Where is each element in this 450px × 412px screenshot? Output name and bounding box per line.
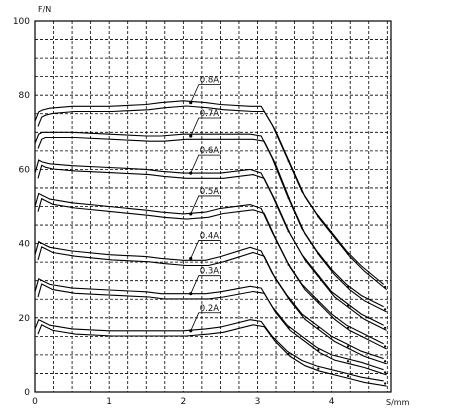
curve-marker	[346, 360, 350, 363]
curve-marker	[384, 326, 387, 329]
series-0.6A	[34, 159, 387, 331]
label-anchor-dot	[189, 329, 193, 333]
curve-marker	[384, 285, 387, 289]
series-0.4A	[34, 240, 387, 365]
curve-lower	[37, 136, 387, 313]
label-leader	[190, 154, 221, 174]
x-tick-label: 4	[329, 397, 335, 407]
curve-label-0.3A: 0.3A	[189, 267, 221, 296]
curve-marker	[384, 308, 387, 311]
curve-marker	[346, 304, 350, 307]
curve-label-text: 0.7A	[200, 109, 220, 119]
curve-label-text: 0.5A	[200, 187, 220, 197]
curve-marker	[287, 230, 290, 233]
curve-marker	[384, 345, 387, 348]
curve-marker	[287, 326, 290, 329]
curve-marker	[287, 352, 290, 355]
curve-marker	[287, 297, 290, 300]
curve-marker	[384, 371, 387, 374]
series-0.2A	[34, 318, 387, 387]
x-tick-label: 1	[106, 397, 112, 407]
label-leader	[190, 240, 221, 259]
curve-label-0.7A: 0.7A	[189, 109, 221, 138]
curve-marker	[317, 349, 320, 352]
curve-marker	[346, 252, 350, 255]
curve-marker	[384, 382, 387, 385]
curve-marker	[317, 274, 320, 277]
label-leader	[190, 312, 221, 331]
curve-label-text: 0.4A	[200, 231, 220, 241]
curve-lower	[37, 197, 387, 350]
curve-marker	[317, 252, 320, 255]
curve-lower	[37, 246, 387, 365]
curve-marker	[317, 215, 320, 218]
label-anchor-dot	[189, 292, 193, 296]
curve-upper	[34, 192, 384, 345]
x-tick-label: 3	[255, 397, 261, 407]
curve-marker	[384, 360, 387, 363]
curve-label-0.6A: 0.6A	[189, 146, 221, 175]
curve-marker	[346, 374, 350, 378]
curve-marker	[317, 367, 320, 370]
curve-lower	[37, 105, 387, 291]
curve-label-text: 0.3A	[200, 267, 220, 277]
curve-label-0.8A: 0.8A	[189, 76, 221, 105]
label-anchor-dot	[189, 256, 193, 261]
curve-upper	[34, 240, 384, 360]
series-0.7A	[34, 131, 387, 313]
y-axis-label: F/N	[38, 5, 51, 14]
curve-lower	[37, 164, 387, 331]
curve-marker	[287, 196, 290, 200]
curve-marker	[317, 326, 320, 329]
label-leader	[190, 117, 221, 137]
y-tick-label: 100	[13, 17, 30, 27]
x-tick-label: 2	[180, 397, 186, 407]
curves	[34, 100, 387, 387]
curve-label-text: 0.8A	[200, 76, 220, 86]
curve-label-text: 0.2A	[200, 304, 220, 314]
curve-marker	[346, 345, 350, 348]
curve-marker	[317, 300, 320, 303]
series-0.3A	[34, 278, 387, 376]
label-leader	[190, 84, 221, 103]
curve-marker	[346, 285, 350, 289]
y-tick-label: 0	[24, 388, 30, 398]
label-leader	[190, 195, 221, 215]
x-tick-label: 0	[32, 397, 38, 407]
curve-label-0.5A: 0.5A	[189, 187, 221, 216]
label-anchor-dot	[189, 134, 193, 138]
curve-upper	[34, 278, 384, 371]
curve-label-0.4A: 0.4A	[189, 231, 221, 261]
y-tick-label: 60	[19, 165, 31, 175]
curve-marker	[287, 263, 290, 266]
label-leader	[190, 275, 221, 294]
y-tick-label: 20	[19, 314, 31, 324]
curve-marker	[346, 326, 350, 329]
series-0.5A	[34, 192, 387, 350]
label-anchor-dot	[189, 171, 193, 175]
series-0.8A	[34, 100, 387, 291]
curve-upper	[34, 100, 384, 285]
label-anchor-dot	[189, 101, 193, 105]
curve-labels: 0.8A 0.7A 0.6A 0.5A 0.4A 0.3A 0.2A	[189, 76, 221, 333]
curve-lower	[37, 324, 387, 387]
curve-label-0.2A: 0.2A	[189, 304, 221, 333]
y-tick-label: 80	[19, 91, 31, 101]
curve-marker	[287, 159, 290, 162]
curve-upper	[34, 318, 384, 382]
curve-upper	[34, 131, 384, 308]
x-axis-label: S/mm	[386, 398, 410, 407]
curve-lower	[37, 283, 387, 376]
y-tick-label: 40	[19, 240, 31, 250]
curve-upper	[34, 159, 384, 326]
label-anchor-dot	[189, 212, 193, 216]
curve-label-text: 0.6A	[200, 146, 220, 156]
